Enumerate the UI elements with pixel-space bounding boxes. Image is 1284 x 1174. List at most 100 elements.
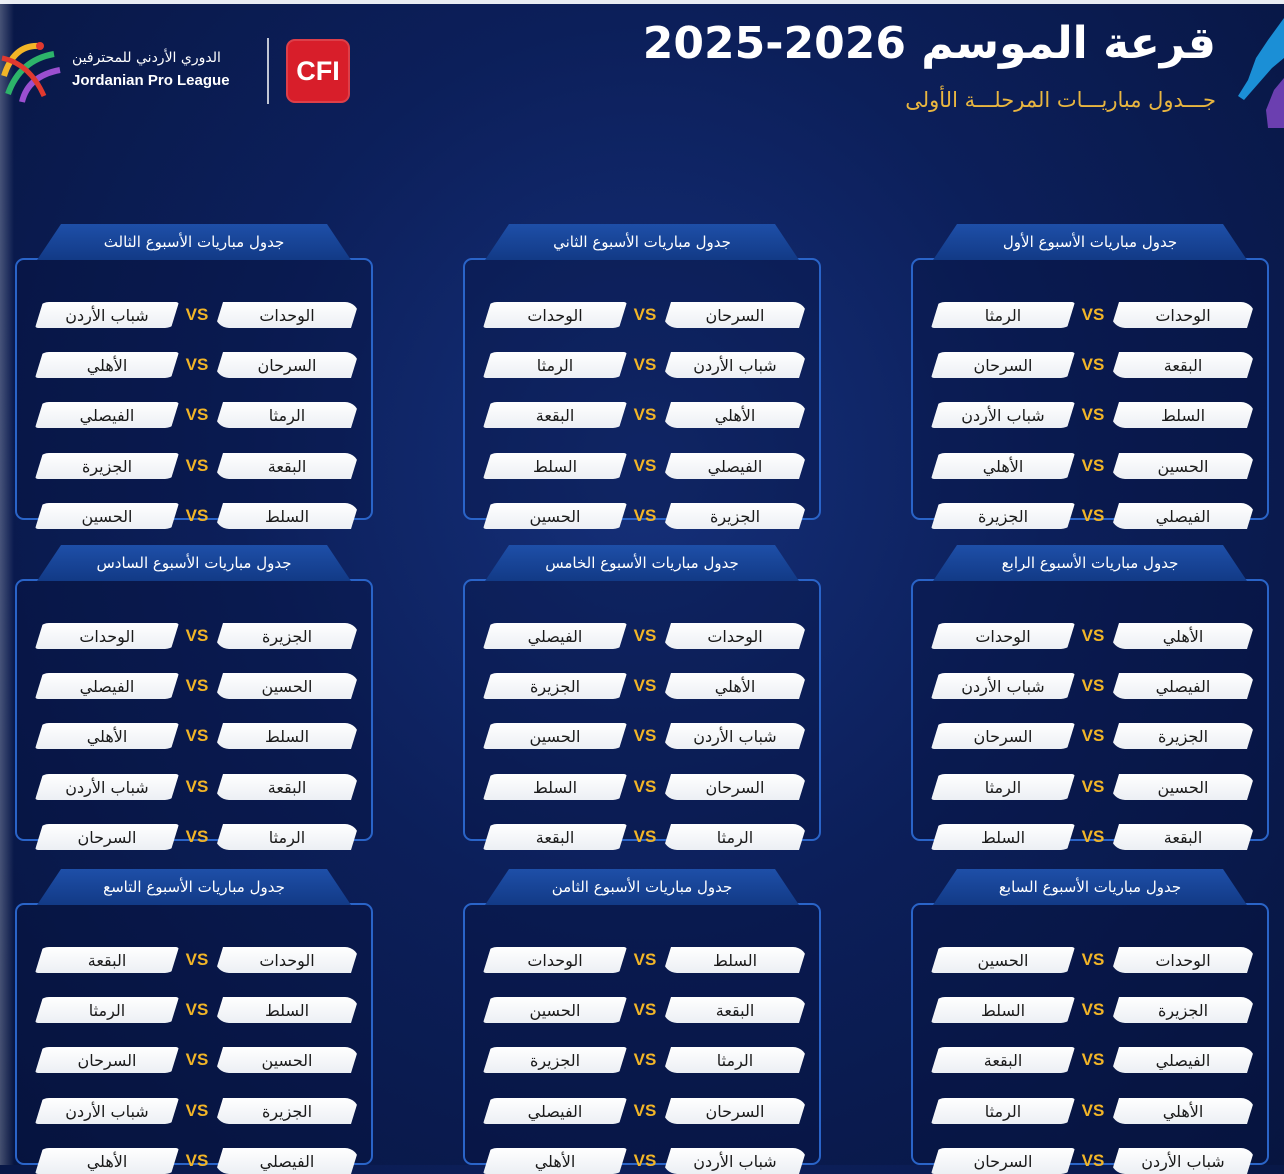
home-team: الوحدات [215, 302, 359, 328]
vs-label: VS [1081, 405, 1105, 424]
match-row: الوحدات VS الأهلي [931, 623, 1255, 649]
home-team: الوحدات [1111, 302, 1255, 328]
match-row: الحسين VS السلط [35, 503, 359, 529]
away-team: الفيصلي [483, 1098, 627, 1124]
week-box: الوحدات VS السلط الحسين VS البقعة الجزيرة VS الر… [463, 903, 821, 1174]
home-team: شباب الأردن [663, 352, 807, 378]
match-row: الأهلي VS شباب الأردن [483, 1148, 807, 1174]
match-row: الفيصلي VS السرحان [483, 1098, 807, 1124]
vs-label: VS [1081, 777, 1105, 796]
home-team: البقعة [663, 997, 807, 1023]
vs-label: VS [633, 1101, 657, 1120]
match-row: الفيصلي VS الحسين [35, 673, 359, 699]
away-team: الفيصلي [35, 673, 179, 699]
vs-label: VS [633, 1000, 657, 1019]
match-row: الجزيرة VS الرمثا [483, 1047, 807, 1073]
page-title: قرعة الموسم 2026-2025 [642, 18, 1216, 69]
match-row: البقعة VS الفيصلي [931, 1047, 1255, 1073]
away-team: الحسين [483, 723, 627, 749]
match-row: شباب الأردن VS البقعة [35, 774, 359, 800]
week-title: جدول مباريات الأسبوع السابع [933, 869, 1247, 905]
vs-label: VS [633, 355, 657, 374]
home-team: الفيصلي [215, 1148, 359, 1174]
away-team: الوحدات [35, 623, 179, 649]
match-row: شباب الأردن VS الجزيرة [35, 1098, 359, 1124]
away-team: الأهلي [35, 352, 179, 378]
home-team: الوحدات [663, 623, 807, 649]
home-team: الحسين [1111, 774, 1255, 800]
home-team: الأهلي [1111, 1098, 1255, 1124]
vs-label: VS [1081, 950, 1105, 969]
vs-label: VS [1081, 1050, 1105, 1069]
home-team: شباب الأردن [1111, 1148, 1255, 1174]
away-team: السرحان [931, 723, 1075, 749]
away-team: البقعة [483, 402, 627, 428]
league-logo-icon [1, 42, 61, 103]
home-team: الحسين [215, 673, 359, 699]
match-row: شباب الأردن VS السلط [931, 402, 1255, 428]
home-team: السلط [215, 997, 359, 1023]
week-panel: شباب الأردن VS الوحدات الأهلي VS السرحان الفيص… [15, 224, 373, 529]
week-box: الوحدات VS الجزيرة الفيصلي VS الحسين الأهلي VS ا… [15, 579, 373, 850]
vs-label: VS [1081, 506, 1105, 525]
match-row: الرمثا VS الوحدات [931, 302, 1255, 328]
away-team: الجزيرة [483, 673, 627, 699]
match-row: الحسين VS الوحدات [931, 947, 1255, 973]
away-team: الوحدات [931, 623, 1075, 649]
week-box: شباب الأردن VS الوحدات الأهلي VS السرحان الفيص… [15, 258, 373, 529]
match-row: السلط VS الجزيرة [931, 997, 1255, 1023]
away-team: شباب الأردن [931, 673, 1075, 699]
match-row: الحسين VS شباب الأردن [483, 723, 807, 749]
vs-label: VS [633, 950, 657, 969]
home-team: السرحان [215, 352, 359, 378]
away-team: السرحان [35, 1047, 179, 1073]
home-team: شباب الأردن [663, 723, 807, 749]
vs-label: VS [185, 676, 209, 695]
week-panel: الوحدات VS الأهلي شباب الأردن VS الفيصلي السرح… [911, 545, 1269, 850]
vs-label: VS [633, 676, 657, 695]
vs-label: VS [185, 506, 209, 525]
match-row: السرحان VS البقعة [931, 352, 1255, 378]
away-team: السرحان [931, 352, 1075, 378]
match-row: الرمثا VS شباب الأردن [483, 352, 807, 378]
home-team: الحسين [215, 1047, 359, 1073]
home-team: السلط [215, 723, 359, 749]
week-box: الوحدات VS الأهلي شباب الأردن VS الفيصلي السرح… [911, 579, 1269, 850]
match-row: الجزيرة VS الأهلي [483, 673, 807, 699]
week-box: الفيصلي VS الوحدات الجزيرة VS الأهلي الحسين VS ش… [463, 579, 821, 850]
home-team: السرحان [663, 774, 807, 800]
week-title: جدول مباريات الأسبوع الثاني [485, 224, 799, 260]
vs-label: VS [185, 626, 209, 645]
week-panel: الوحدات VS الجزيرة الفيصلي VS الحسين الأهلي VS ا… [15, 545, 373, 850]
home-team: الوحدات [215, 947, 359, 973]
week-panel: البقعة VS الوحدات الرمثا VS السلط السرحان VS الح… [15, 869, 373, 1174]
match-row: الحسين VS البقعة [483, 997, 807, 1023]
vs-label: VS [633, 827, 657, 846]
week-title: جدول مباريات الأسبوع الثالث [37, 224, 351, 260]
away-team: الرمثا [931, 302, 1075, 328]
away-team: الرمثا [931, 1098, 1075, 1124]
home-team: السرحان [663, 302, 807, 328]
left-edge-glow [0, 0, 14, 1165]
away-team: السلط [931, 997, 1075, 1023]
vs-label: VS [1081, 355, 1105, 374]
home-team: الأهلي [1111, 623, 1255, 649]
away-team: الفيصلي [483, 623, 627, 649]
away-team: الأهلي [35, 1148, 179, 1174]
vs-label: VS [1081, 456, 1105, 475]
home-team: الفيصلي [1111, 1047, 1255, 1073]
home-team: الفيصلي [663, 453, 807, 479]
week-title: جدول مباريات الأسبوع الثامن [485, 869, 799, 905]
away-team: الحسين [35, 503, 179, 529]
vs-label: VS [633, 626, 657, 645]
match-row: البقعة VS الأهلي [483, 402, 807, 428]
away-team: السلط [931, 824, 1075, 850]
away-team: الحسين [483, 503, 627, 529]
vs-label: VS [185, 1000, 209, 1019]
logo-divider [267, 38, 269, 104]
match-row: السلط VS الفيصلي [483, 453, 807, 479]
week-title: جدول مباريات الأسبوع السادس [37, 545, 351, 581]
vs-label: VS [633, 1050, 657, 1069]
away-team: الجزيرة [483, 1047, 627, 1073]
league-name-arabic: الدوري الأردني للمحترفين [72, 50, 221, 66]
